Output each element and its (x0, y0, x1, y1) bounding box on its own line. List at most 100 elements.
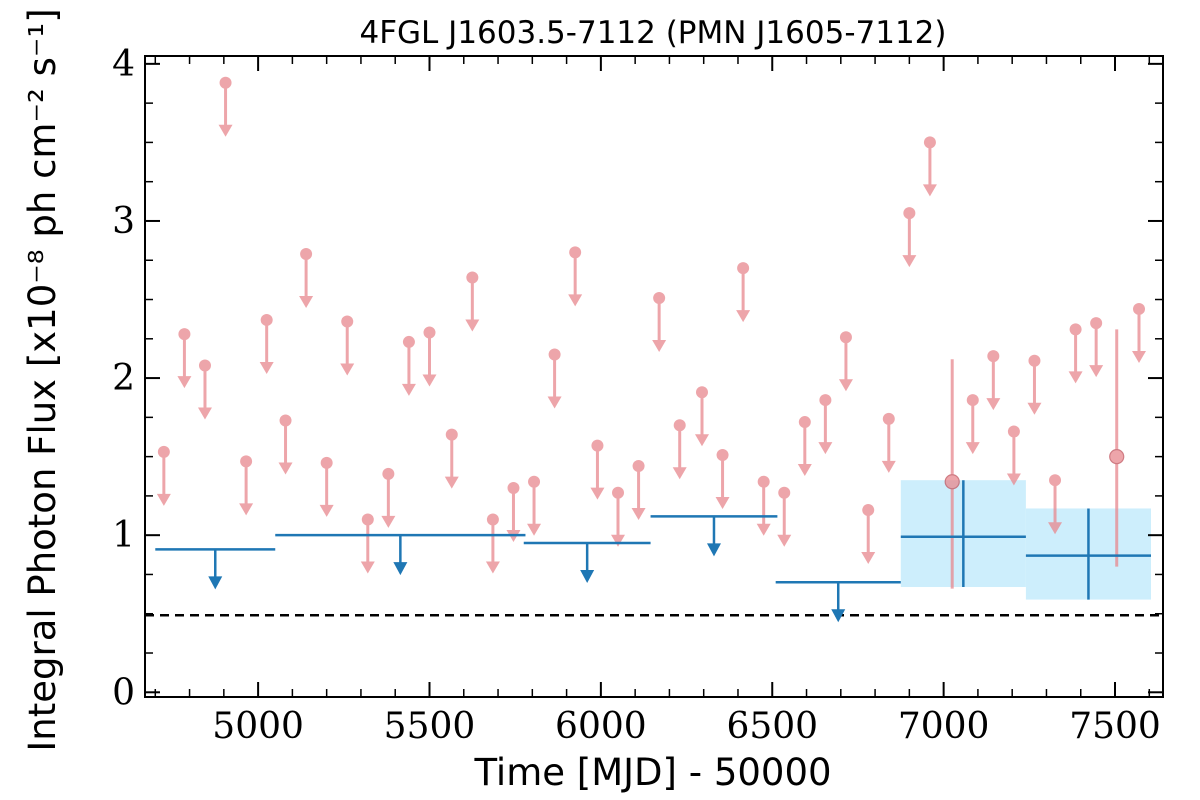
upper-limit-marker (591, 439, 604, 452)
upper-limit-arrowhead (756, 523, 771, 536)
upper-limit-marker (966, 394, 979, 407)
upper-limit-arrowhead (547, 396, 562, 409)
upper-limit-marker (528, 475, 541, 488)
bin-upper-limit (155, 548, 276, 590)
bin-upper-limit-arrowhead (706, 543, 721, 557)
upper-limit-arrowhead (986, 398, 1001, 411)
axes-layer (144, 55, 1164, 698)
upper-limit-marker (737, 262, 750, 275)
upper-limit-point (1089, 317, 1104, 378)
upper-limit-marker (882, 412, 895, 425)
upper-limit-marker (1133, 302, 1146, 315)
upper-limit-point (156, 445, 171, 506)
upper-limit-arrowhead (590, 487, 605, 500)
plot-frame (144, 55, 1164, 698)
upper-limit-arrowhead (485, 561, 500, 574)
upper-limit-point (756, 475, 771, 536)
upper-limit-arrowhead (902, 255, 917, 268)
upper-limit-point (444, 428, 459, 489)
upper-limit-marker (507, 482, 520, 495)
upper-limit-arrowhead (881, 460, 896, 473)
upper-limit-point (694, 386, 709, 447)
upper-limit-arrowhead (197, 407, 212, 420)
upper-limit-point (360, 513, 375, 574)
upper-limit-arrowhead (1006, 473, 1021, 486)
y-tick-label: 4 (112, 44, 135, 85)
upper-limit-arrowhead (715, 497, 730, 510)
upper-limit-point (861, 504, 876, 565)
upper-limit-arrowhead (1132, 350, 1147, 363)
bin-detection (1025, 508, 1152, 600)
upper-limit-arrowhead (319, 504, 334, 517)
y-tick-label: 3 (112, 201, 135, 242)
x-tick-label: 6500 (726, 706, 818, 747)
x-tick-label: 7000 (898, 706, 990, 747)
upper-limit-point (902, 207, 917, 268)
upper-limit-point (547, 348, 562, 409)
upper-limit-marker (987, 350, 1000, 363)
bin-detection (900, 480, 1026, 588)
upper-limit-marker (923, 136, 936, 149)
upper-limit-marker (445, 428, 458, 441)
upper-limit-marker (402, 335, 415, 348)
bin-upper-limit-arrowhead (831, 609, 846, 623)
upper-limit-marker (548, 348, 561, 361)
upper-limit-marker (466, 271, 479, 284)
bin-upper-limit (523, 541, 651, 584)
detection-point (944, 359, 960, 589)
upper-limit-marker (423, 326, 436, 339)
chart-title: 4FGL J1603.5-7112 (PMN J1605-7112) (359, 15, 946, 51)
upper-limit-arrowhead (797, 464, 812, 477)
upper-limit-arrowhead (444, 476, 459, 489)
upper-limit-marker (778, 486, 791, 499)
upper-limit-arrowhead (1089, 365, 1104, 378)
upper-limit-arrowhead (465, 319, 480, 332)
upper-limit-arrowhead (652, 339, 667, 352)
x-tick-label: 5000 (212, 706, 304, 747)
upper-limit-marker (341, 315, 354, 328)
upper-limit-point (259, 313, 274, 374)
upper-limit-marker (757, 475, 770, 488)
upper-limit-point (736, 262, 751, 323)
upper-limit-marker (361, 513, 374, 526)
upper-limit-point (527, 475, 542, 536)
upper-limit-point (965, 394, 980, 455)
upper-limit-arrowhead (156, 493, 171, 506)
detection-marker (944, 474, 960, 490)
upper-limit-marker (1069, 323, 1082, 336)
upper-limit-point (319, 456, 334, 517)
upper-limit-point (838, 331, 853, 392)
upper-limit-marker (819, 394, 832, 407)
upper-limit-marker (798, 416, 811, 429)
upper-limit-arrowhead (340, 363, 355, 376)
upper-limit-marker (279, 414, 292, 427)
upper-limit-point (197, 359, 212, 420)
upper-limit-arrowhead (218, 124, 233, 137)
upper-limit-marker (716, 449, 729, 462)
upper-limit-arrowhead (177, 376, 192, 389)
upper-limit-arrowhead (239, 503, 254, 516)
bin-upper-limit (775, 581, 901, 623)
upper-limit-point (881, 412, 896, 473)
upper-limit-arrowhead (922, 184, 937, 197)
detection-marker (1109, 449, 1125, 465)
upper-limit-marker (612, 486, 625, 499)
upper-limit-marker (903, 207, 916, 220)
upper-limit-point (986, 350, 1001, 411)
x-axis-title: Time [MJD] - 50000 (473, 751, 831, 794)
upper-limit-marker (695, 386, 708, 399)
upper-limit-marker (157, 445, 170, 458)
upper-limit-arrowhead (736, 310, 751, 323)
upper-limit-marker (178, 328, 191, 341)
x-tick-label: 7500 (1069, 706, 1161, 747)
y-tick-label: 0 (112, 672, 135, 713)
upper-limit-arrowhead (1048, 522, 1063, 535)
upper-limit-marker (1049, 474, 1062, 487)
upper-limit-point (1132, 302, 1147, 363)
upper-limit-arrowhead (568, 294, 583, 307)
upper-limit-marker (673, 419, 686, 432)
upper-limit-point (1006, 425, 1021, 486)
upper-limit-marker (839, 331, 852, 344)
upper-limit-arrowhead (694, 434, 709, 447)
